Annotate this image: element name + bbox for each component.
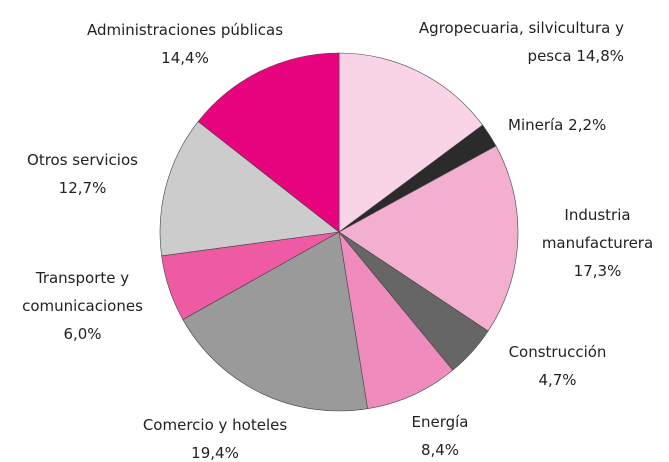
value-label: 8,4% [420, 441, 460, 459]
slice-label: Transporte y comunicaciones 6,0% [5, 264, 160, 348]
value-label: 4,7% [538, 371, 577, 389]
value-label: 19,4% [191, 444, 239, 462]
pie-slice [338, 230, 454, 410]
slice-label: Comercio y hoteles 19,4% [130, 411, 300, 462]
slice-label: Industria manufacturera 17,3% [535, 201, 660, 285]
slice-label: Otros servicios 12,7% [0, 146, 165, 202]
category-label: Administraciones públicas [86, 21, 284, 39]
slice-label: Energía 8,4% [390, 408, 490, 462]
slice-label: Agropecuaria, silvicultura y pesca 14,8% [380, 14, 624, 70]
pie-slice [159, 121, 340, 257]
category-label: Transporte y comunicaciones [22, 269, 143, 315]
category-label: Comercio y hoteles [142, 416, 288, 434]
category-label: Industria manufacturera [541, 206, 654, 252]
category-label: Minería [508, 116, 564, 134]
value-label: 6,0% [63, 325, 102, 343]
value-label: 17,3% [573, 262, 622, 280]
pie-slice [338, 52, 483, 233]
pie-slice [197, 52, 340, 233]
category-label: Agropecuaria, silvicultura y pesca [418, 19, 624, 65]
value-label: 2,2% [568, 116, 607, 134]
category-label: Otros servicios [27, 151, 138, 169]
slice-label: Construcción 4,7% [490, 338, 625, 394]
category-label: Construcción [508, 343, 607, 361]
slice-label: Minería 2,2% [508, 111, 628, 139]
value-label: 14,8% [576, 47, 624, 65]
value-label: 14,4% [161, 49, 209, 67]
slice-label: Administraciones públicas 14,4% [60, 16, 310, 72]
category-label: Energía [411, 413, 469, 431]
pie-slice [338, 145, 519, 332]
value-label: 12,7% [58, 179, 107, 197]
pie-slice [182, 231, 368, 412]
